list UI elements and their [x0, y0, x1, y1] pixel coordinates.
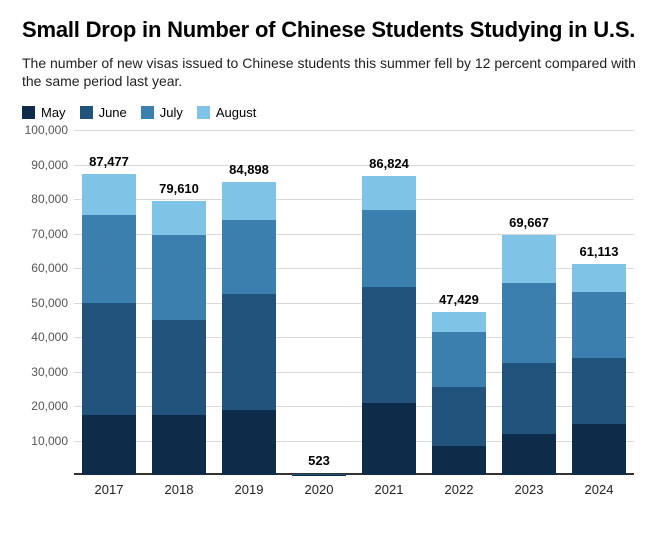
legend-label: June: [99, 105, 127, 120]
bar-group: 61,113: [572, 264, 626, 475]
legend-item-june: June: [80, 105, 127, 120]
y-axis-label: 60,000: [8, 261, 68, 275]
bar-segment: [82, 174, 136, 215]
bar-segment: [222, 182, 276, 220]
bar-total-label: 47,429: [439, 292, 479, 307]
x-axis-label: 2022: [445, 482, 474, 497]
bar-total-label: 69,667: [509, 215, 549, 230]
bar-total-label: 523: [308, 453, 330, 468]
bar-segment: [362, 403, 416, 475]
y-axis-label: 40,000: [8, 330, 68, 344]
bars-layer: 87,477 79,610 84,898 523 86,824 47,429 69,667 6…: [74, 130, 634, 475]
bar-segment: [572, 358, 626, 424]
bar-segment: [152, 201, 206, 236]
bar-segment: [222, 410, 276, 476]
y-axis-label: 50,000: [8, 296, 68, 310]
bar-group: 86,824: [362, 176, 416, 476]
bar-segment: [82, 303, 136, 415]
chart-area: 10,00020,00030,00040,00050,00060,00070,0…: [24, 130, 636, 520]
bar-group: 79,610: [152, 201, 206, 476]
bar-group: 87,477: [82, 174, 136, 476]
bar-total-label: 87,477: [89, 154, 129, 169]
legend-swatch: [197, 106, 210, 119]
x-axis-label: 2023: [515, 482, 544, 497]
bar-segment: [362, 287, 416, 403]
x-axis-label: 2021: [375, 482, 404, 497]
bar-segment: [502, 283, 556, 363]
y-axis-label: 90,000: [8, 158, 68, 172]
chart-title: Small Drop in Number of Chinese Students…: [22, 16, 638, 44]
bar-segment: [362, 210, 416, 287]
x-axis-label: 2017: [95, 482, 124, 497]
y-axis-label: 100,000: [8, 123, 68, 137]
bar-group: 523: [292, 473, 346, 475]
chart-subtitle: The number of new visas issued to Chines…: [22, 54, 638, 92]
y-axis-label: 80,000: [8, 192, 68, 206]
bar-segment: [82, 415, 136, 475]
bar-segment: [152, 320, 206, 415]
bar-segment: [152, 415, 206, 475]
bar-total-label: 61,113: [579, 244, 618, 259]
x-axis-label: 2024: [585, 482, 614, 497]
legend-label: August: [216, 105, 256, 120]
bar-segment: [432, 332, 486, 387]
legend-item-august: August: [197, 105, 256, 120]
bar-segment: [222, 294, 276, 410]
legend-swatch: [80, 106, 93, 119]
bar-segment: [222, 220, 276, 294]
bar-group: 69,667: [502, 235, 556, 475]
bar-segment: [502, 235, 556, 283]
bar-segment: [432, 312, 486, 333]
bar-group: 47,429: [432, 312, 486, 476]
bar-segment: [152, 235, 206, 320]
bar-segment: [572, 292, 626, 358]
plot: 10,00020,00030,00040,00050,00060,00070,0…: [74, 130, 634, 475]
y-axis-label: 20,000: [8, 399, 68, 413]
bar-segment: [362, 176, 416, 211]
bar-total-label: 79,610: [159, 181, 199, 196]
x-axis-label: 2018: [165, 482, 194, 497]
bar-segment: [572, 264, 626, 292]
bar-total-label: 84,898: [229, 162, 269, 177]
y-axis-label: 70,000: [8, 227, 68, 241]
y-axis-label: 30,000: [8, 365, 68, 379]
legend-item-july: July: [141, 105, 183, 120]
legend-swatch: [22, 106, 35, 119]
x-axis-label: 2020: [305, 482, 334, 497]
legend-swatch: [141, 106, 154, 119]
bar-segment: [432, 446, 486, 475]
bar-total-label: 86,824: [369, 156, 409, 171]
legend-item-may: May: [22, 105, 66, 120]
bar-segment: [572, 424, 626, 476]
bar-segment: [502, 434, 556, 475]
legend-label: July: [160, 105, 183, 120]
bar-group: 84,898: [222, 182, 276, 475]
x-axis-label: 2019: [235, 482, 264, 497]
legend-label: May: [41, 105, 66, 120]
y-axis-label: 10,000: [8, 434, 68, 448]
legend: May June July August: [22, 105, 638, 120]
bar-segment: [502, 363, 556, 434]
bar-segment: [432, 387, 486, 446]
bar-segment: [82, 215, 136, 303]
